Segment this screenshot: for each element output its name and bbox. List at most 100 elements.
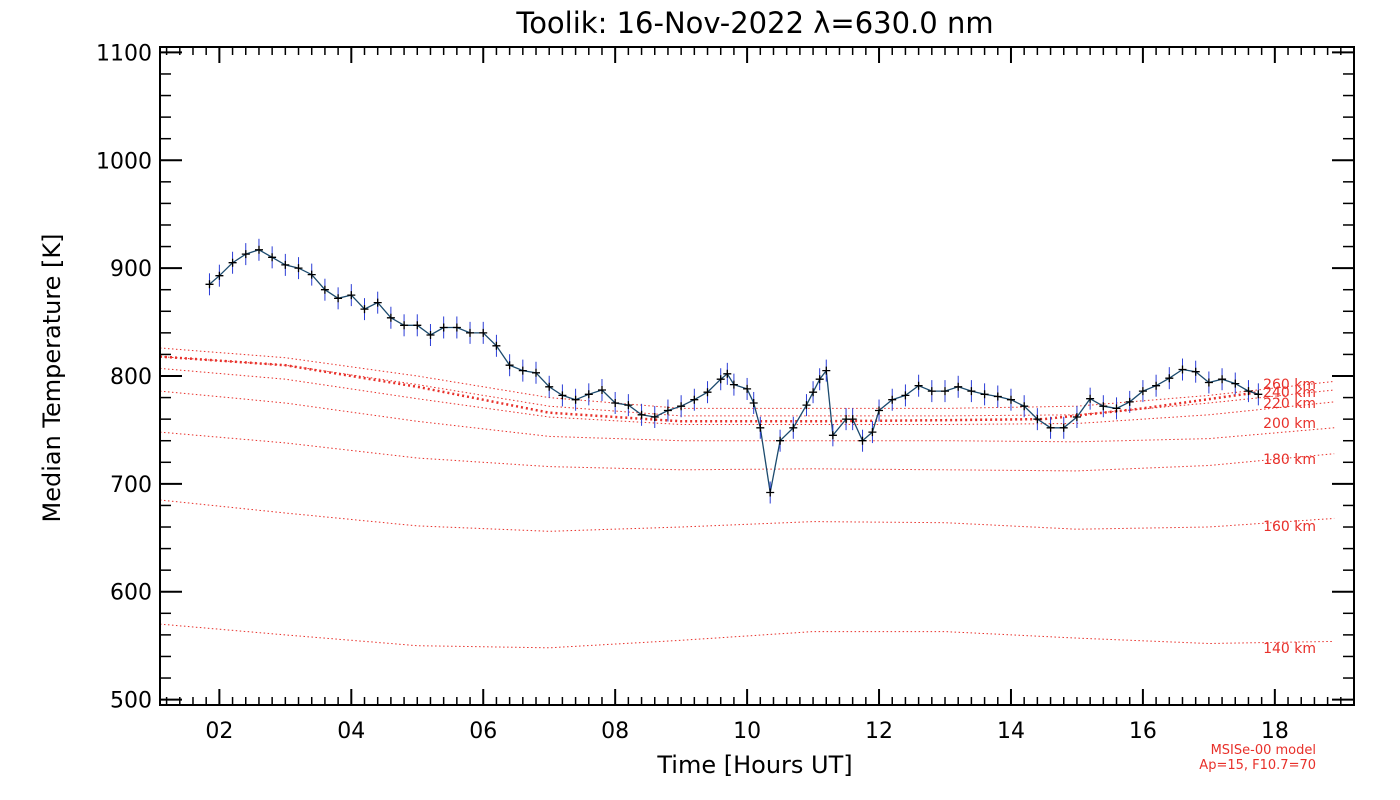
- data-point: [545, 382, 554, 391]
- data-point: [993, 392, 1002, 401]
- x-tick-label: 02: [205, 719, 233, 744]
- data-point: [1007, 395, 1015, 404]
- data-point: [571, 395, 580, 404]
- x-tick-label: 08: [601, 719, 629, 744]
- data-point: [815, 375, 824, 384]
- data-point: [205, 280, 214, 289]
- model-curve-label: 140 km: [1263, 641, 1316, 657]
- data-point: [1138, 387, 1147, 396]
- data-point: [980, 390, 989, 399]
- data-point: [241, 250, 250, 259]
- model-curve-label: 260 km: [1263, 377, 1316, 393]
- data-point: [479, 328, 488, 337]
- data-point: [307, 270, 316, 279]
- data-point: [703, 388, 712, 397]
- x-tick-label: 06: [469, 719, 497, 744]
- data-point: [822, 366, 831, 375]
- data-point: [663, 406, 672, 415]
- data-point: [532, 368, 540, 377]
- data-point: [716, 375, 725, 384]
- data-point: [400, 321, 409, 330]
- data-point: [1178, 365, 1187, 374]
- data-point: [941, 387, 949, 396]
- data-point: [268, 253, 277, 262]
- data-point: [1099, 402, 1108, 411]
- y-tick-label: 600: [110, 581, 152, 606]
- data-point: [360, 305, 369, 314]
- data-point: [281, 260, 290, 269]
- x-tick-label: 04: [337, 719, 365, 744]
- data-point: [1059, 423, 1068, 432]
- data-point: [1020, 402, 1029, 411]
- model-curve-label: 240 km: [1263, 385, 1316, 401]
- data-point: [1218, 375, 1227, 384]
- data-point: [426, 331, 435, 339]
- data-point: [228, 258, 237, 267]
- data-point: [558, 391, 567, 400]
- data-point: [729, 380, 738, 389]
- model-curve-label: 220 km: [1263, 396, 1316, 412]
- model-curve: [159, 356, 1335, 417]
- plot-frame: [159, 46, 1355, 706]
- data-point: [868, 428, 877, 437]
- data-point: [888, 395, 897, 404]
- data-point: [858, 436, 867, 445]
- data-point: [518, 366, 527, 375]
- measurement-series: [205, 238, 1263, 504]
- data-point: [677, 402, 686, 411]
- data-point: [347, 291, 356, 300]
- chart-title: Toolik: 16-Nov-2022 λ=630.0 nm: [515, 6, 993, 40]
- y-tick-label: 500: [110, 689, 152, 714]
- data-point: [690, 395, 699, 404]
- data-point: [624, 401, 633, 410]
- data-point: [1191, 367, 1200, 376]
- data-point: [756, 423, 765, 432]
- data-point: [637, 410, 646, 419]
- y-tick-label: 1100: [96, 41, 152, 66]
- model-curve: [159, 390, 1335, 443]
- x-tick-label: 10: [733, 719, 761, 744]
- data-point: [386, 313, 395, 322]
- model-curve: [159, 623, 1335, 649]
- data-point: [901, 391, 910, 400]
- x-tick-label: 16: [1129, 719, 1157, 744]
- data-point: [743, 384, 752, 393]
- data-point: [650, 413, 659, 421]
- data-point: [215, 271, 224, 280]
- data-point: [584, 390, 593, 399]
- y-axis-label: Median Temperature [K]: [38, 233, 66, 522]
- data-point: [492, 341, 501, 350]
- measurement-line: [209, 249, 1259, 493]
- model-curve-label: 200 km: [1263, 416, 1316, 432]
- model-note-line-2: Ap=15, F10.7=70: [1199, 758, 1316, 773]
- data-point: [1244, 387, 1253, 396]
- data-point: [1165, 374, 1174, 383]
- data-point: [766, 488, 775, 497]
- data-point: [466, 328, 474, 337]
- data-point: [255, 245, 263, 254]
- model-curve-peak-height: [159, 355, 1259, 423]
- data-point: [334, 294, 343, 303]
- x-tick-label: 12: [865, 719, 893, 744]
- data-point: [320, 285, 329, 294]
- data-point: [927, 387, 936, 396]
- data-point: [373, 298, 382, 307]
- data-point: [723, 369, 732, 378]
- data-point: [1125, 397, 1134, 406]
- model-curve: [159, 347, 1335, 409]
- data-point: [776, 436, 785, 445]
- data-point: [848, 415, 857, 424]
- data-point: [809, 388, 818, 397]
- axis-ticks: 02 04 06 08 10 12 14 16 18 500 600 700 800 900 1000 110…: [96, 41, 1355, 744]
- model-curve-label: 160 km: [1263, 519, 1316, 535]
- data-point: [1072, 413, 1081, 421]
- y-tick-label: 700: [110, 473, 152, 498]
- x-tick-label: 18: [1261, 719, 1289, 744]
- x-tick-label: 14: [997, 719, 1025, 744]
- data-point: [828, 431, 837, 440]
- y-tick-label: 800: [110, 365, 152, 390]
- data-point: [875, 406, 883, 415]
- data-point: [1231, 379, 1240, 388]
